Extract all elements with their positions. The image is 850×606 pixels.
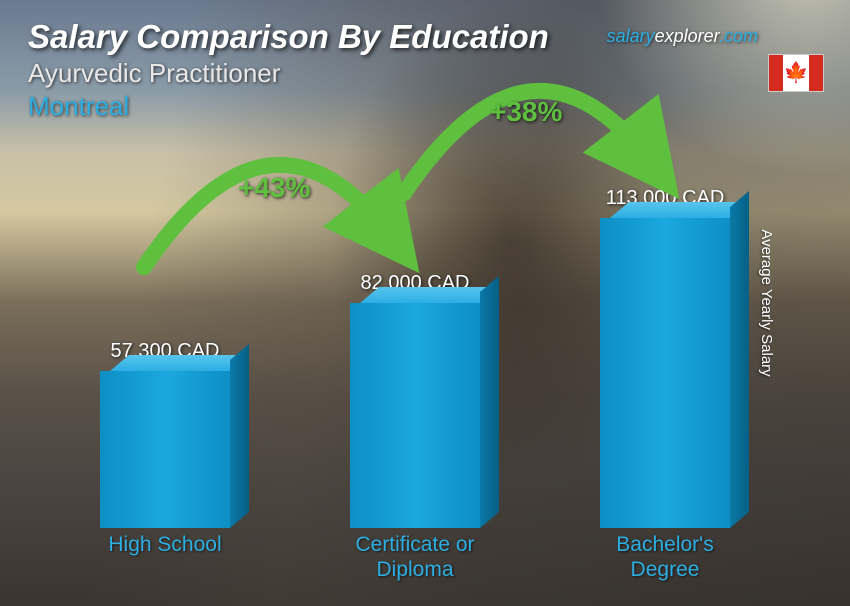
category-labels: High School Certificate orDiploma Bachelor… xyxy=(40,532,790,588)
bar-side-face xyxy=(730,186,749,528)
bar-top-face xyxy=(600,202,749,218)
watermark-part2: explorer xyxy=(655,26,719,46)
watermark-part3: .com xyxy=(719,26,758,46)
bar-group: 57,300 CAD xyxy=(55,340,275,528)
bar-front-face xyxy=(600,218,730,528)
increase-percent-label: +38% xyxy=(490,96,562,128)
bar xyxy=(350,303,480,528)
flag-stripe-left xyxy=(769,55,783,91)
bar xyxy=(600,218,730,528)
flag-center: 🍁 xyxy=(783,55,809,91)
category-label: Bachelor'sDegree xyxy=(555,532,775,588)
bar-front-face xyxy=(350,303,480,528)
chart-location: Montreal xyxy=(28,91,822,122)
bar xyxy=(100,371,230,528)
bar-front-face xyxy=(100,371,230,528)
flag-icon: 🍁 xyxy=(768,54,824,92)
watermark: salaryexplorer.com xyxy=(607,26,758,47)
bar-group: 113,000 CAD xyxy=(555,187,775,528)
bar-side-face xyxy=(230,339,249,528)
chart-subtitle: Ayurvedic Practitioner xyxy=(28,58,822,89)
increase-percent-label: +43% xyxy=(238,172,310,204)
bars-container: 57,300 CAD82,000 CAD113,000 CAD xyxy=(40,150,790,528)
watermark-part1: salary xyxy=(607,26,655,46)
bar-side-face xyxy=(480,271,499,528)
bar-top-face xyxy=(350,287,499,303)
maple-leaf-icon: 🍁 xyxy=(784,63,809,83)
flag-stripe-right xyxy=(809,55,823,91)
bar-chart: 57,300 CAD82,000 CAD113,000 CAD High Sch… xyxy=(40,150,790,588)
bar-top-face xyxy=(100,355,249,371)
category-label: High School xyxy=(55,532,275,588)
category-label: Certificate orDiploma xyxy=(305,532,525,588)
bar-group: 82,000 CAD xyxy=(305,272,525,528)
